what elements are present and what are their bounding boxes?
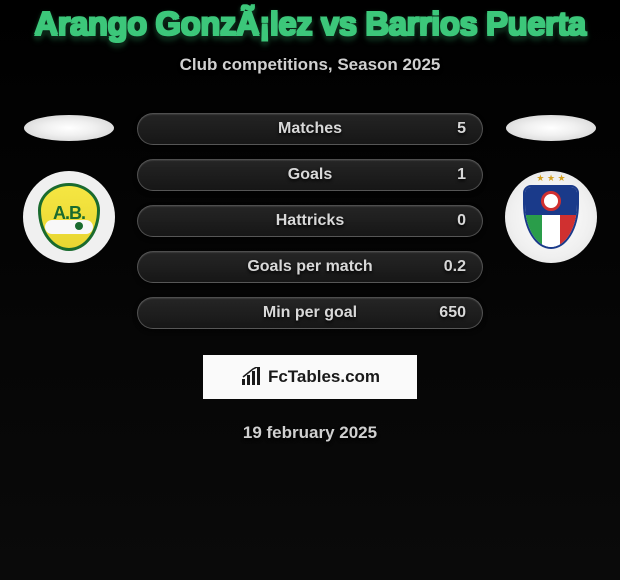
brand-box: FcTables.com [203, 355, 417, 399]
stat-pill-hattricks: Hattricks 0 [137, 205, 483, 237]
stat-pill-min-per-goal: Min per goal 650 [137, 297, 483, 329]
bar-chart-icon [240, 367, 264, 387]
stat-value: 0 [457, 212, 466, 230]
right-player-avatar-placeholder [506, 115, 596, 141]
left-shield-stripe [45, 220, 93, 234]
stat-pill-matches: Matches 5 [137, 113, 483, 145]
right-badge-stars-icon: ★ ★ ★ [536, 173, 565, 184]
stat-pill-goals-per-match: Goals per match 0.2 [137, 251, 483, 283]
stat-value: 650 [439, 304, 466, 322]
comparison-row: A.B. Matches 5 Goals 1 Hattricks 0 Goals… [0, 113, 620, 329]
left-player-column: A.B. [19, 113, 119, 263]
left-player-avatar-placeholder [24, 115, 114, 141]
footer-date: 19 february 2025 [0, 423, 620, 443]
stripe-white [542, 215, 559, 249]
stat-value: 0.2 [444, 258, 466, 276]
stat-value: 5 [457, 120, 466, 138]
comparison-card: Arango GonzÃ¡lez vs Barrios Puerta Club … [0, 0, 620, 443]
stat-label: Hattricks [276, 212, 344, 230]
left-shield-dot [75, 222, 83, 230]
stat-label: Goals [288, 166, 332, 184]
right-shield-top [525, 187, 577, 215]
right-shield-icon [523, 185, 579, 249]
brand-text: FcTables.com [268, 367, 380, 387]
stat-label: Matches [278, 120, 342, 138]
page-subtitle: Club competitions, Season 2025 [0, 55, 620, 75]
stripe-red [560, 215, 577, 249]
left-team-badge: A.B. [23, 171, 115, 263]
left-shield-icon: A.B. [38, 183, 100, 251]
stat-pill-goals: Goals 1 [137, 159, 483, 191]
right-team-badge: ★ ★ ★ [505, 171, 597, 263]
right-shield-ring-icon [541, 191, 561, 211]
stripe-green [525, 215, 542, 249]
right-shield-stripes [525, 215, 577, 249]
stats-column: Matches 5 Goals 1 Hattricks 0 Goals per … [137, 113, 483, 329]
stat-label: Min per goal [263, 304, 357, 322]
stat-value: 1 [457, 166, 466, 184]
stat-label: Goals per match [247, 258, 372, 276]
right-player-column: ★ ★ ★ [501, 113, 601, 263]
page-title: Arango GonzÃ¡lez vs Barrios Puerta [0, 5, 620, 43]
